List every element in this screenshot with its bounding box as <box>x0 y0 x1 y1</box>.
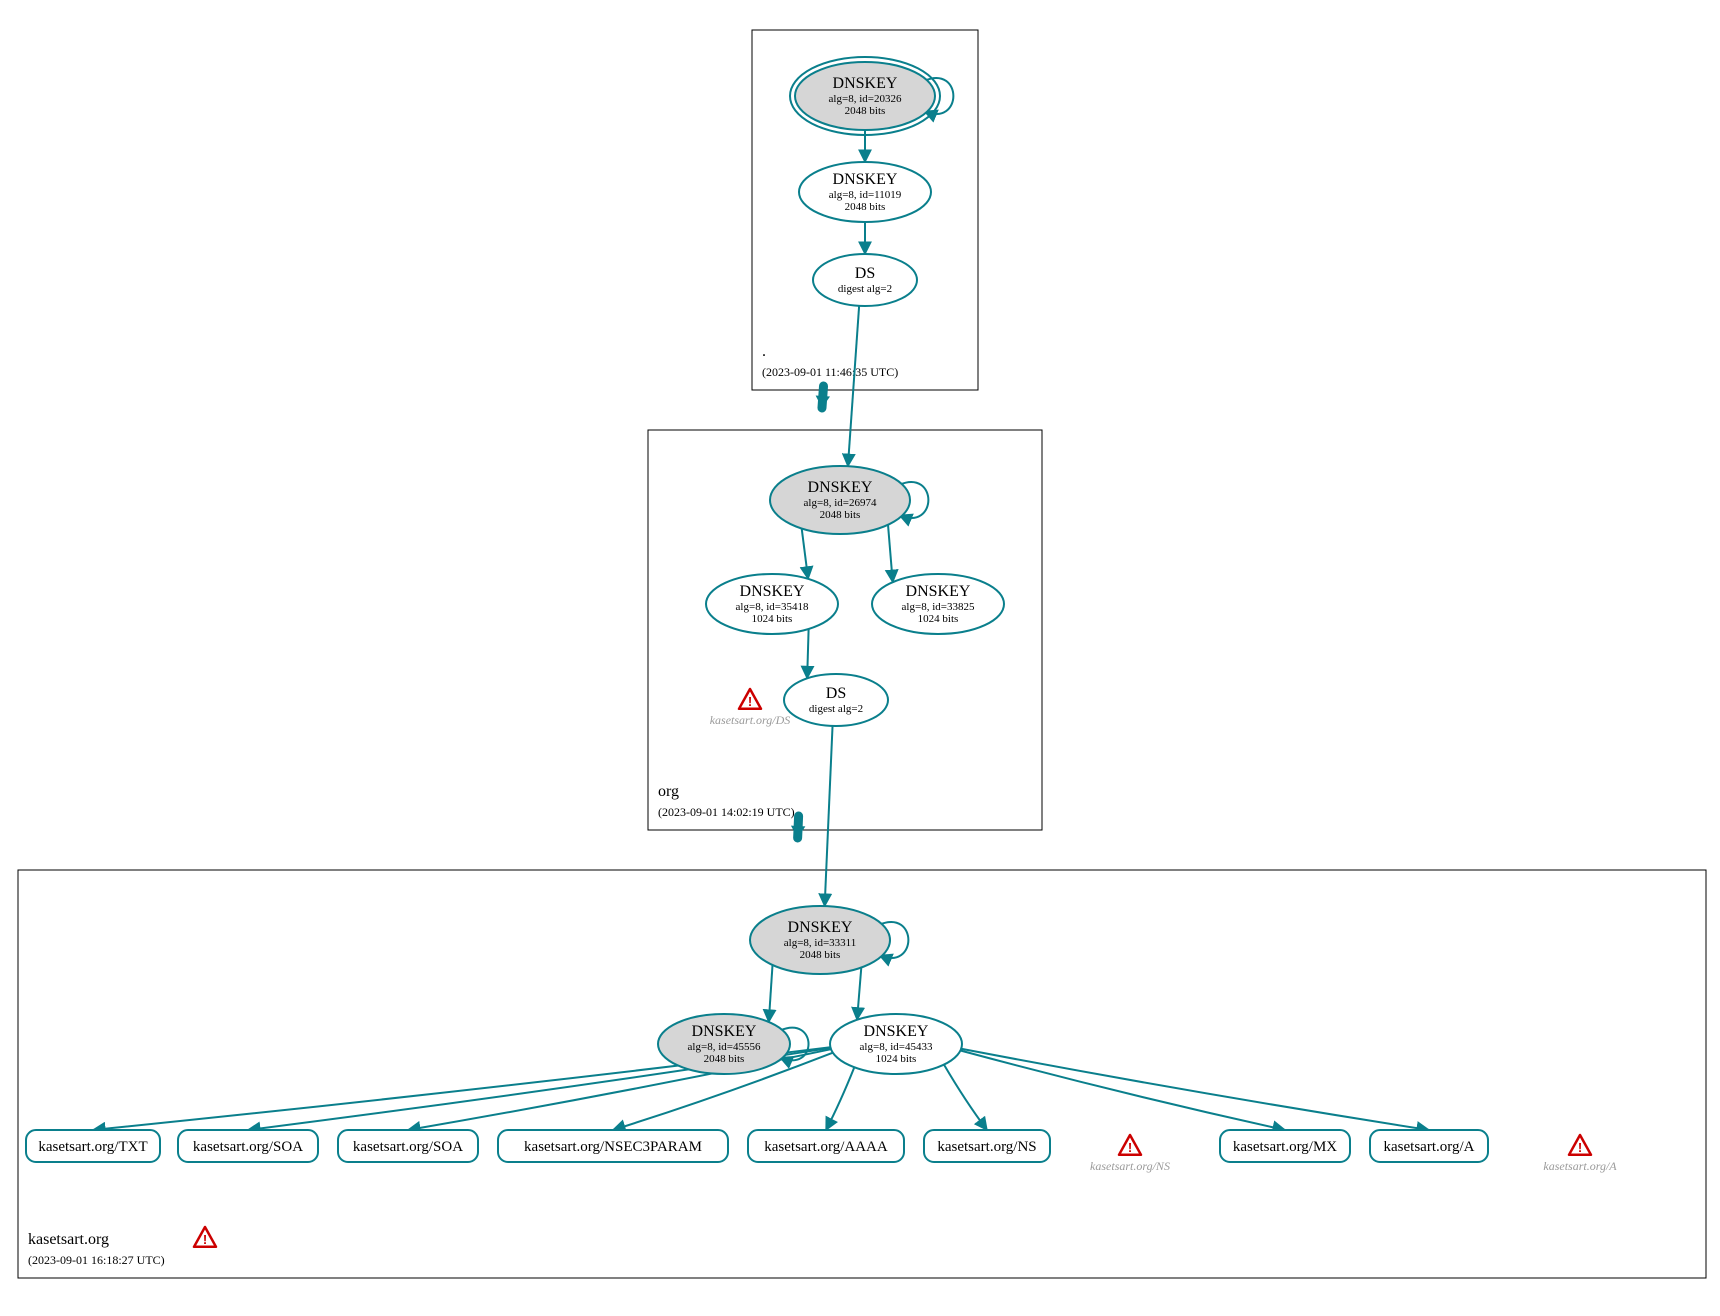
svg-text:alg=8, id=35418: alg=8, id=35418 <box>736 601 809 613</box>
svg-text:DNSKEY: DNSKEY <box>808 479 873 496</box>
edge-root_ds-org_ksk <box>848 306 859 466</box>
edge-k_ksk-k_zsk2 <box>857 967 861 1019</box>
svg-text:!: ! <box>748 694 752 709</box>
node-root_ds: DSdigest alg=2 <box>813 254 917 306</box>
svg-text:2048 bits: 2048 bits <box>704 1053 745 1065</box>
node-org_zsk2: DNSKEYalg=8, id=338251024 bits <box>872 574 1004 634</box>
svg-text:2048 bits: 2048 bits <box>820 509 861 521</box>
svg-text:1024 bits: 1024 bits <box>752 613 793 625</box>
rr-soa2: kasetsart.org/SOA <box>338 1130 478 1162</box>
svg-text:kasetsart.org/A: kasetsart.org/A <box>1384 1139 1475 1155</box>
svg-text:!: ! <box>1128 1140 1132 1155</box>
zone-label-org: org <box>658 783 679 800</box>
svg-text:DS: DS <box>855 265 875 282</box>
svg-text:kasetsart.org/NS: kasetsart.org/NS <box>937 1139 1036 1155</box>
node-k_zsk2: DNSKEYalg=8, id=454331024 bits <box>830 1014 962 1074</box>
svg-text:DNSKEY: DNSKEY <box>833 75 898 92</box>
svg-text:alg=8, id=33825: alg=8, id=33825 <box>902 601 975 613</box>
node-k_zsk1: DNSKEYalg=8, id=455562048 bits <box>658 1014 790 1074</box>
svg-text:kasetsart.org/NS: kasetsart.org/NS <box>1090 1159 1170 1173</box>
edge-org_ksk-org_zsk2 <box>888 525 893 582</box>
svg-text:kasetsart.org/MX: kasetsart.org/MX <box>1233 1139 1337 1155</box>
svg-text:kasetsart.org/A: kasetsart.org/A <box>1543 1159 1617 1173</box>
zone-timestamp-root: (2023-09-01 11:46:35 UTC) <box>762 365 898 379</box>
edge-org_ksk-org_zsk1 <box>802 528 808 578</box>
zone-label-root: . <box>762 343 766 360</box>
svg-text:digest alg=2: digest alg=2 <box>809 703 863 715</box>
svg-text:kasetsart.org/DS: kasetsart.org/DS <box>710 713 791 727</box>
svg-text:DNSKEY: DNSKEY <box>906 583 971 600</box>
svg-text:alg=8, id=11019: alg=8, id=11019 <box>829 189 902 201</box>
svg-text:alg=8, id=33311: alg=8, id=33311 <box>784 937 857 949</box>
edge-k_zsk2-mx <box>960 1050 1285 1130</box>
warning-icon-kasetsart-a: ! kasetsart.org/A <box>1543 1135 1617 1173</box>
svg-text:alg=8, id=45556: alg=8, id=45556 <box>688 1041 761 1053</box>
node-k_ksk: DNSKEYalg=8, id=333112048 bits <box>750 906 890 974</box>
rr-mx: kasetsart.org/MX <box>1220 1130 1350 1162</box>
edge-k_zsk2-ns <box>944 1065 987 1130</box>
svg-text:kasetsart.org/NSEC3PARAM: kasetsart.org/NSEC3PARAM <box>524 1139 702 1155</box>
warning-icon-kasetsart-ns: ! kasetsart.org/NS <box>1090 1135 1170 1173</box>
svg-text:kasetsart.org/SOA: kasetsart.org/SOA <box>353 1139 463 1155</box>
svg-text:DNSKEY: DNSKEY <box>833 171 898 188</box>
svg-text:2048 bits: 2048 bits <box>845 105 886 117</box>
edge-org_ds-k_ksk <box>825 726 833 906</box>
svg-text:!: ! <box>1578 1140 1582 1155</box>
svg-text:digest alg=2: digest alg=2 <box>838 283 892 295</box>
rr-txt: kasetsart.org/TXT <box>26 1130 160 1162</box>
svg-text:DNSKEY: DNSKEY <box>740 583 805 600</box>
svg-text:alg=8, id=20326: alg=8, id=20326 <box>829 93 902 105</box>
svg-text:alg=8, id=45433: alg=8, id=45433 <box>860 1041 933 1053</box>
edge-k_zsk2-a <box>961 1049 1429 1130</box>
warning-icon-org-ds: ! kasetsart.org/DS <box>710 689 791 727</box>
svg-text:DNSKEY: DNSKEY <box>864 1023 929 1040</box>
zone-timestamp-org: (2023-09-01 14:02:19 UTC) <box>658 805 795 819</box>
svg-text:kasetsart.org/AAAA: kasetsart.org/AAAA <box>764 1139 888 1155</box>
rr-nsec: kasetsart.org/NSEC3PARAM <box>498 1130 728 1162</box>
warning-icon-kasetsart-zone: ! <box>194 1227 216 1247</box>
svg-text:2048 bits: 2048 bits <box>845 201 886 213</box>
node-org_zsk1: DNSKEYalg=8, id=354181024 bits <box>706 574 838 634</box>
svg-text:1024 bits: 1024 bits <box>918 613 959 625</box>
svg-text:1024 bits: 1024 bits <box>876 1053 917 1065</box>
node-root_ksk: DNSKEYalg=8, id=203262048 bits <box>790 57 940 135</box>
node-org_ksk: DNSKEYalg=8, id=269742048 bits <box>770 466 910 534</box>
zone-label-kasetsart: kasetsart.org <box>28 1231 109 1248</box>
svg-text:DNSKEY: DNSKEY <box>788 919 853 936</box>
zone-timestamp-kasetsart: (2023-09-01 16:18:27 UTC) <box>28 1253 165 1267</box>
rr-a: kasetsart.org/A <box>1370 1130 1488 1162</box>
svg-text:kasetsart.org/SOA: kasetsart.org/SOA <box>193 1139 303 1155</box>
node-root_zsk: DNSKEYalg=8, id=110192048 bits <box>799 162 931 222</box>
svg-text:2048 bits: 2048 bits <box>800 949 841 961</box>
rr-ns: kasetsart.org/NS <box>924 1130 1050 1162</box>
svg-text:!: ! <box>203 1232 207 1247</box>
edge-org_zsk1-org_ds <box>807 629 808 678</box>
node-org_ds: DSdigest alg=2 <box>784 674 888 726</box>
rr-soa1: kasetsart.org/SOA <box>178 1130 318 1162</box>
svg-text:DS: DS <box>826 685 846 702</box>
rr-aaaa: kasetsart.org/AAAA <box>748 1130 904 1162</box>
edge-k_ksk-k_zsk1 <box>769 965 773 1022</box>
svg-text:kasetsart.org/TXT: kasetsart.org/TXT <box>38 1139 147 1155</box>
edge-k_zsk2-aaaa <box>826 1067 854 1130</box>
svg-text:alg=8, id=26974: alg=8, id=26974 <box>804 497 877 509</box>
svg-text:DNSKEY: DNSKEY <box>692 1023 757 1040</box>
